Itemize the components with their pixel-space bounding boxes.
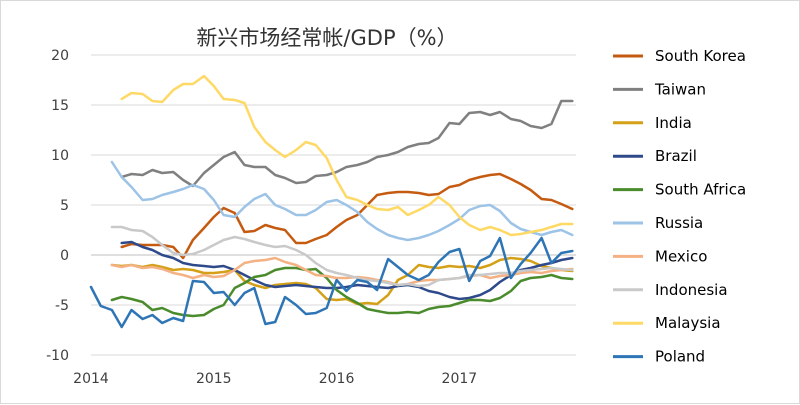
y-tick-label: 0 — [60, 248, 69, 264]
chart-title: 新兴市场经常帐/GDP（%） — [196, 26, 457, 50]
series-line-india — [110, 256, 574, 306]
series-line-south-africa — [110, 266, 574, 318]
legend: South Korea Taiwan India Brazil South Africa… — [613, 47, 746, 366]
plot-area — [89, 74, 574, 329]
x-tick-label: 2017 — [442, 371, 478, 387]
y-tick-label: -10 — [46, 348, 69, 364]
x-tick-label: 2015 — [196, 371, 232, 387]
y-tick-label: 15 — [51, 98, 69, 114]
x-tick-label: 2014 — [73, 371, 109, 387]
legend-label-taiwan: Taiwan — [654, 80, 706, 98]
y-tick-label: 10 — [51, 148, 69, 164]
legend-label-malaysia: Malaysia — [655, 314, 721, 332]
legend-label-south-korea: South Korea — [655, 47, 746, 65]
x-tick-label: 2016 — [319, 371, 355, 387]
series-line-russia — [110, 160, 574, 242]
y-tick-label: 5 — [60, 198, 69, 214]
series-line-poland — [89, 236, 574, 329]
y-axis: 20 15 10 5 0 -5 -10 — [46, 48, 69, 364]
legend-label-poland: Poland — [655, 348, 705, 366]
x-axis: 2014 2015 2016 2017 — [73, 371, 477, 387]
legend-label-south-africa: South Africa — [655, 181, 746, 199]
y-tick-label: -5 — [55, 298, 69, 314]
series-line-taiwan — [120, 99, 574, 188]
legend-label-indonesia: Indonesia — [655, 281, 728, 299]
series-line-indonesia — [110, 225, 574, 288]
series-line-mexico — [110, 256, 574, 287]
series-line-brazil — [120, 240, 574, 301]
y-tick-label: 20 — [51, 48, 69, 64]
legend-label-mexico: Mexico — [655, 247, 707, 265]
legend-label-brazil: Brazil — [655, 147, 697, 165]
legend-label-russia: Russia — [655, 214, 703, 232]
series-line-south-korea — [120, 172, 574, 260]
series-line-malaysia — [120, 74, 574, 237]
grid-lines — [91, 54, 576, 356]
legend-label-india: India — [655, 114, 692, 132]
